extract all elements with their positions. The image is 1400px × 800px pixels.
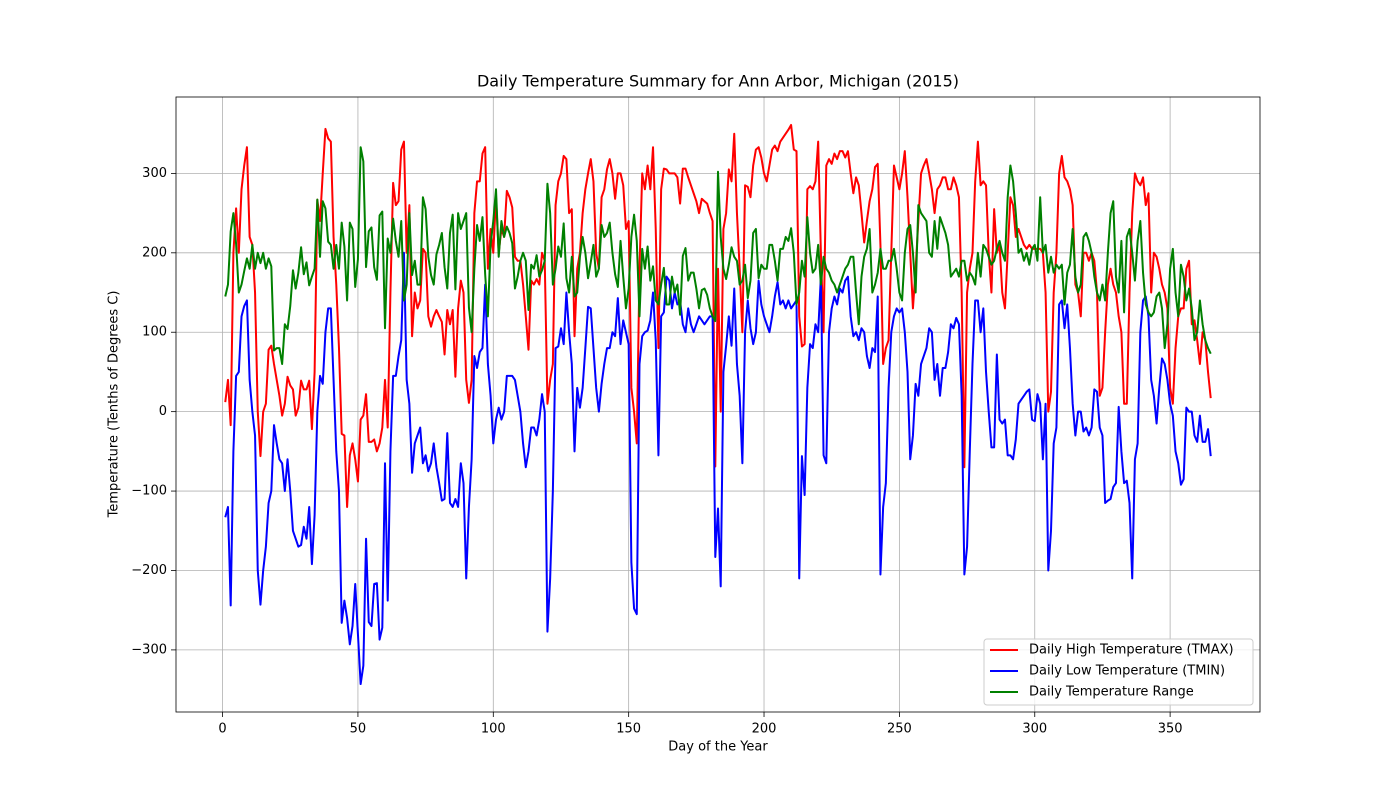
legend: Daily High Temperature (TMAX) Daily Low T… — [983, 638, 1254, 706]
legend-label: Daily Low Temperature (TMIN) — [1029, 664, 1225, 679]
axes-frame — [175, 96, 1261, 713]
y-tick-label: 100 — [142, 325, 167, 340]
data-line — [224, 251, 1212, 686]
x-tick-label: 250 — [887, 722, 912, 737]
y-tick-label: 200 — [142, 245, 167, 260]
x-axis-label: Day of the Year — [668, 740, 768, 755]
ticks: 0 50 100 150 200 250 300 350 −300 −200 −100 0 100 200… — [131, 166, 1182, 737]
y-tick-label: 300 — [142, 166, 167, 181]
data-line — [224, 123, 1212, 508]
y-axis-label: Temperature (Tenths of Degrees C) — [107, 291, 122, 519]
x-tick-label: 350 — [1158, 722, 1183, 737]
y-tick-label: −200 — [131, 563, 167, 578]
data-line — [224, 146, 1212, 365]
x-tick-label: 300 — [1022, 722, 1047, 737]
y-tick-label: 0 — [159, 404, 167, 419]
x-tick-label: 50 — [350, 722, 367, 737]
x-tick-label: 200 — [752, 722, 777, 737]
plot-lines — [224, 123, 1212, 686]
legend-label: Daily High Temperature (TMAX) — [1029, 643, 1234, 658]
legend-label: Daily Temperature Range — [1029, 685, 1194, 700]
x-tick-label: 0 — [218, 722, 226, 737]
y-tick-label: −100 — [131, 484, 167, 499]
y-tick-label: −300 — [131, 642, 167, 657]
chart-title: Daily Temperature Summary for Ann Arbor,… — [477, 72, 959, 91]
x-tick-label: 100 — [481, 722, 506, 737]
legend-box — [983, 638, 1254, 706]
x-tick-label: 150 — [616, 722, 641, 737]
